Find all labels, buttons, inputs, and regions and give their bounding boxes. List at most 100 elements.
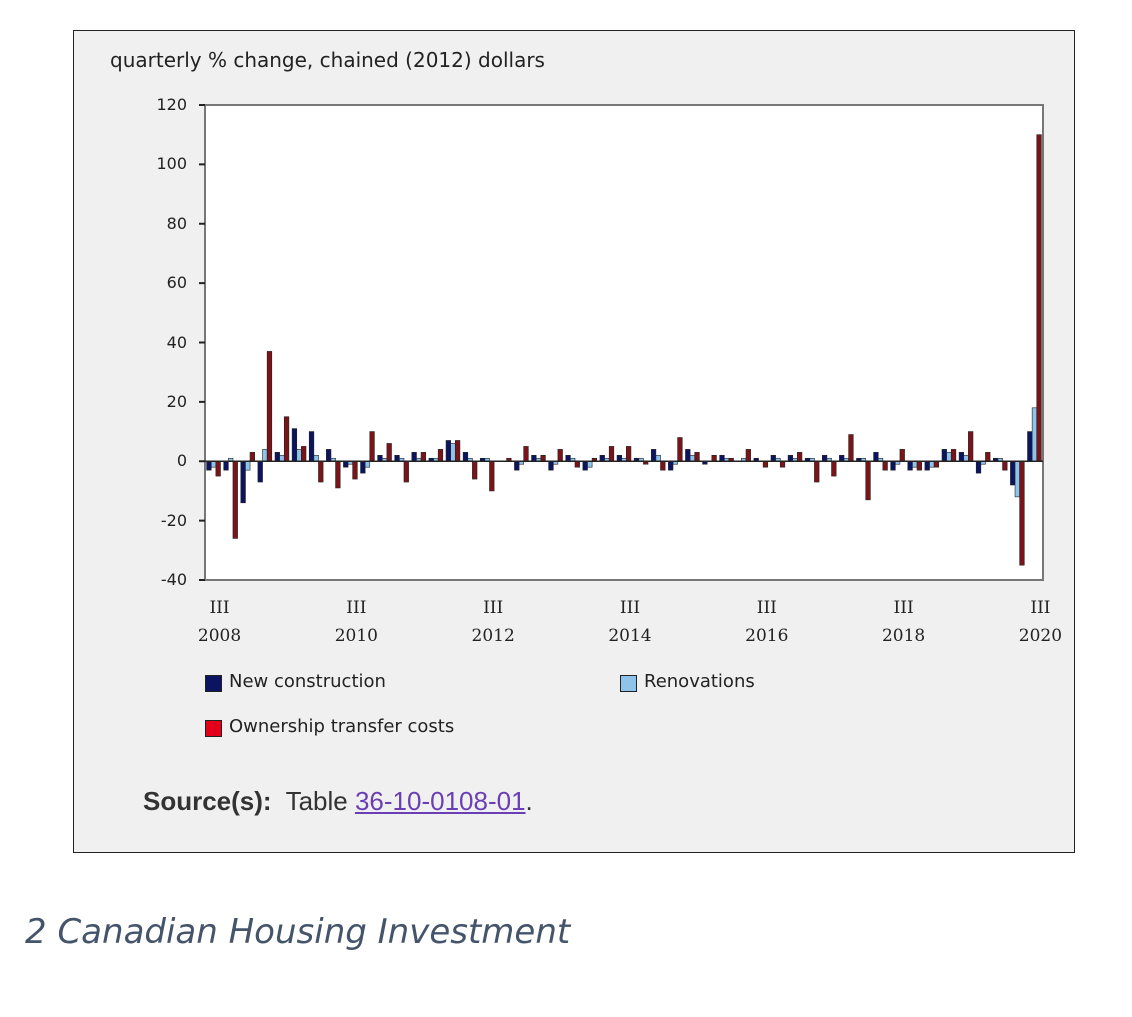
bar — [548, 460, 554, 471]
bar — [916, 460, 922, 471]
bar — [377, 455, 383, 462]
source-end: . — [525, 786, 533, 816]
x-tick-label: III 2010 — [334, 598, 378, 646]
bar — [386, 443, 392, 462]
bar — [1019, 460, 1025, 566]
bar — [882, 460, 888, 471]
bar — [950, 449, 957, 462]
bar — [912, 460, 918, 468]
bar — [626, 446, 632, 462]
x-tick-label: III 2016 — [745, 598, 789, 646]
legend-swatch — [205, 675, 222, 692]
bar — [668, 460, 674, 471]
bar — [514, 460, 520, 471]
bar — [301, 446, 307, 462]
bar — [975, 460, 982, 474]
bar — [283, 416, 290, 462]
bar — [240, 460, 246, 504]
bar — [394, 455, 400, 462]
bar — [210, 460, 217, 468]
bar — [445, 440, 451, 462]
bar — [1002, 460, 1008, 471]
bar — [450, 443, 456, 462]
bar — [437, 449, 444, 462]
bar — [797, 452, 803, 462]
bar — [821, 455, 828, 462]
bar — [245, 460, 251, 471]
bar — [587, 460, 593, 468]
source-text: Table — [285, 786, 348, 816]
bar — [873, 452, 879, 462]
bar — [655, 455, 661, 462]
legend-label: Ownership transfer costs — [229, 716, 455, 737]
bar — [472, 460, 478, 480]
y-tick-label: 120 — [156, 95, 187, 114]
bar — [907, 460, 913, 471]
bar — [685, 449, 691, 462]
bar — [489, 460, 495, 492]
bar — [313, 455, 319, 462]
bar — [565, 455, 571, 462]
bar — [318, 460, 324, 483]
bar — [420, 452, 427, 462]
plot-area — [204, 104, 1044, 581]
bar — [574, 460, 580, 468]
bar — [968, 431, 974, 462]
legend-swatch — [205, 720, 222, 737]
bar — [719, 455, 725, 462]
bar — [403, 460, 409, 483]
bar — [779, 460, 786, 468]
bar — [599, 455, 605, 462]
bar — [326, 449, 332, 462]
y-tick-label: -20 — [160, 510, 187, 530]
source-link[interactable]: 36-10-0108-01 — [354, 786, 526, 816]
bar — [650, 449, 657, 462]
bar — [1014, 460, 1020, 498]
bar — [839, 455, 845, 462]
bar — [1027, 431, 1033, 462]
bar — [660, 460, 666, 471]
bar — [279, 455, 285, 462]
source-label: Source(s): — [143, 786, 272, 816]
x-tick-label: III 2020 — [1018, 598, 1063, 646]
bar — [745, 449, 751, 462]
x-tick-label: III 2008 — [197, 598, 242, 646]
bar — [677, 437, 683, 462]
bar — [890, 460, 896, 471]
bar — [1010, 460, 1016, 486]
bar — [291, 428, 298, 462]
bar — [711, 455, 717, 462]
bar — [223, 460, 229, 471]
bar — [454, 440, 461, 462]
bar — [232, 460, 238, 539]
bar — [462, 452, 469, 462]
legend-label: New construction — [229, 671, 386, 692]
bar — [787, 455, 794, 462]
bar — [557, 449, 563, 462]
bar — [540, 455, 546, 462]
caption: 2 Canadian Housing Investment — [25, 912, 571, 952]
bar — [616, 455, 622, 462]
y-tick-label: 100 — [156, 154, 187, 174]
bar — [582, 460, 588, 471]
bar — [215, 460, 221, 477]
bar — [257, 460, 263, 483]
bar — [608, 446, 615, 462]
bar — [343, 460, 349, 468]
y-tick-label: 40 — [166, 332, 187, 352]
y-tick-label: -40 — [160, 570, 187, 589]
source: Source(s): Table 36-10-0108-01. — [143, 786, 533, 817]
bar — [941, 449, 947, 462]
bar — [1031, 407, 1038, 462]
bar — [364, 460, 371, 468]
bar — [963, 455, 969, 462]
bar — [266, 351, 273, 462]
bar — [770, 455, 776, 462]
bar — [848, 434, 854, 462]
legend-swatch — [620, 675, 637, 692]
chart-title: quarterly % change, chained (2012) dolla… — [110, 48, 545, 72]
x-tick-label: III 2012 — [471, 598, 515, 646]
bar — [531, 455, 537, 462]
bar — [831, 460, 837, 477]
